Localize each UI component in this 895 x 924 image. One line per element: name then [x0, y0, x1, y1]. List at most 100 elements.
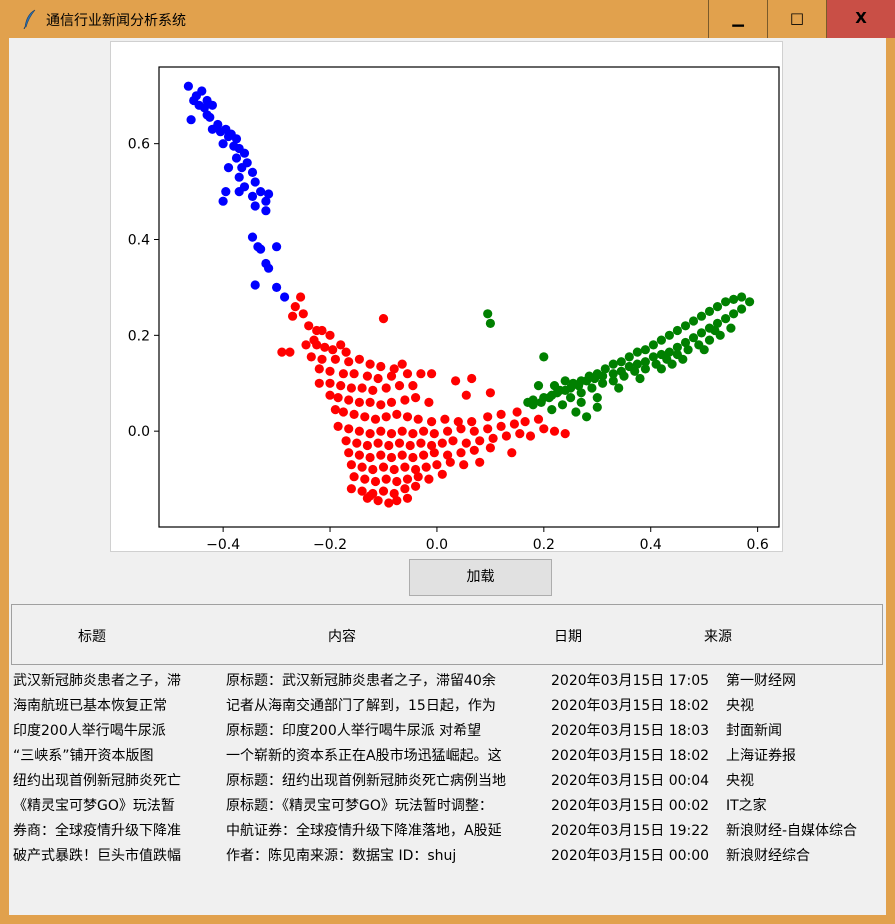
- scatter-point: [557, 400, 568, 410]
- scatter-point: [250, 177, 260, 187]
- title-bar[interactable]: 通信行业新闻分析系统 ▁ □ X: [0, 0, 895, 38]
- scatter-point: [365, 397, 375, 407]
- scatter-point: [378, 314, 389, 324]
- maximize-icon: □: [789, 9, 805, 27]
- table-row[interactable]: 《精灵宝可梦GO》玩法暂 原标题：《精灵宝可梦GO》玩法暂时调整： 2020年0…: [9, 793, 886, 818]
- scatter-point: [520, 417, 530, 427]
- x-tick-label: 0.6: [746, 537, 768, 551]
- table-row[interactable]: “三峡系”铺开资本版图 一个崭新的资本系正在A股市场迅猛崛起。这 2020年03…: [9, 743, 886, 768]
- scatter-point: [475, 457, 485, 467]
- scatter-point: [461, 390, 471, 400]
- scatter-point: [386, 429, 397, 439]
- scatter-point: [507, 448, 517, 458]
- row-title: 武汉新冠肺炎患者之子，滞: [13, 673, 181, 689]
- scatter-point: [250, 201, 260, 211]
- scatter-point: [381, 412, 391, 422]
- column-header-title[interactable]: 标题: [78, 629, 106, 645]
- scatter-point: [378, 462, 389, 472]
- scatter-point: [333, 393, 343, 403]
- column-header-source[interactable]: 来源: [704, 629, 732, 645]
- scatter-point: [357, 383, 367, 393]
- load-button[interactable]: 加载: [409, 559, 552, 596]
- row-source: 央视: [726, 698, 754, 714]
- scatter-point: [354, 397, 364, 407]
- row-source: 新浪财经-自媒体综合: [726, 823, 858, 839]
- row-content: 原标题：印度200人举行喝牛尿派 对希望: [226, 723, 482, 739]
- table-row[interactable]: 纽约出现首例新冠肺炎死亡 原标题：纽约出现首例新冠肺炎死亡病例当地 2020年0…: [9, 768, 886, 793]
- maximize-button[interactable]: □: [767, 0, 826, 38]
- scatter-point: [592, 369, 602, 379]
- scatter-point: [199, 103, 209, 113]
- scatter-point: [370, 414, 381, 424]
- scatter-point: [432, 460, 442, 470]
- scatter-point: [656, 335, 667, 345]
- scatter-point: [608, 369, 618, 379]
- scatter-point: [416, 438, 426, 448]
- scatter-point: [576, 388, 586, 398]
- scatter-point: [680, 321, 691, 331]
- scatter-point: [386, 371, 397, 381]
- scatter-point: [357, 462, 367, 472]
- scatter-point: [317, 354, 327, 364]
- scatter-point: [485, 388, 495, 398]
- table-row[interactable]: 武汉新冠肺炎患者之子，滞 原标题：武汉新冠肺炎患者之子，滞留40余 2020年0…: [9, 668, 886, 693]
- scatter-point: [386, 397, 397, 407]
- scatter-point: [272, 282, 282, 292]
- row-title: 破产式暴跌！巨头市值跌幅: [13, 848, 181, 864]
- scatter-point: [648, 352, 659, 362]
- table-row[interactable]: 破产式暴跌！巨头市值跌幅 作者：陈见南来源：数据宝 ID：shuj 2020年0…: [9, 843, 886, 868]
- minimize-button[interactable]: ▁: [708, 0, 767, 38]
- scatter-point: [680, 337, 691, 348]
- table-row[interactable]: 印度200人举行喝牛尿派 原标题：印度200人举行喝牛尿派 对希望 2020年0…: [9, 718, 886, 743]
- scatter-point: [205, 112, 215, 122]
- close-button[interactable]: X: [826, 0, 895, 38]
- scatter-point: [624, 352, 634, 362]
- scatter-point: [237, 163, 247, 173]
- scatter-point: [354, 354, 364, 364]
- scatter-point: [704, 306, 715, 316]
- scatter-point: [461, 438, 471, 448]
- scatter-point: [298, 309, 308, 319]
- scatter-point: [664, 330, 675, 340]
- scatter-plot-canvas: −0.4 −0.2 0.0 0.2 0.4 0.6 0.0 0.2 0.4 0.6: [110, 41, 783, 552]
- scatter-point: [509, 419, 519, 429]
- scatter-point: [349, 409, 359, 419]
- table-row[interactable]: 券商：全球疫情升级下降准 中航证券：全球疫情升级下降准落地，A股延 2020年0…: [9, 818, 886, 843]
- row-source: 新浪财经综合: [726, 848, 810, 864]
- scatter-point: [349, 369, 359, 379]
- table-row[interactable]: 海南航班已基本恢复正常 记者从海南交通部门了解到，15日起，作为 2020年03…: [9, 693, 886, 718]
- x-tick-label: 0.2: [533, 537, 555, 551]
- scatter-point: [726, 323, 736, 333]
- column-header-content[interactable]: 内容: [328, 629, 356, 645]
- scatter-point: [721, 314, 731, 324]
- scatter-point: [483, 424, 493, 434]
- scatter-point: [392, 409, 402, 419]
- scatter-point: [370, 476, 381, 487]
- scatter-point: [413, 472, 423, 482]
- scatter-point: [528, 400, 538, 410]
- scatter-point: [424, 474, 434, 484]
- scatter-point: [288, 311, 298, 321]
- y-tick-label: 0.6: [128, 137, 150, 153]
- scatter-point: [729, 294, 739, 304]
- scatter-point: [456, 448, 466, 458]
- scatter-point: [264, 189, 274, 199]
- row-content: 原标题：纽约出现首例新冠肺炎死亡病例当地: [226, 773, 506, 789]
- scatter-point: [568, 378, 578, 388]
- scatter-point: [280, 292, 290, 302]
- scatter-point: [317, 325, 327, 336]
- scatter-point: [362, 371, 372, 381]
- scatter-point: [261, 206, 271, 216]
- scatter-point: [272, 242, 282, 252]
- scatter-point: [688, 316, 699, 326]
- scatter-point: [400, 395, 410, 405]
- scatter-point: [419, 426, 429, 436]
- row-date: 2020年03月15日 00:02: [551, 798, 710, 814]
- scatter-point: [325, 390, 335, 400]
- scatter-point: [285, 347, 295, 357]
- scatter-point: [429, 448, 439, 458]
- row-date: 2020年03月15日 17:05: [551, 673, 710, 689]
- scatter-point: [544, 393, 554, 403]
- column-header-date[interactable]: 日期: [554, 629, 582, 645]
